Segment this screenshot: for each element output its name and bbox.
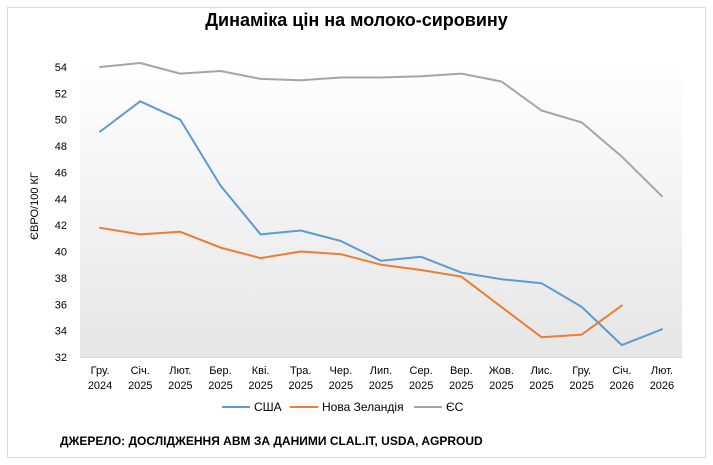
- x-tick-year: 2025: [369, 380, 393, 392]
- y-tick-label: 38: [55, 273, 67, 285]
- x-tick-month: Лип.: [370, 365, 392, 377]
- x-tick-year: 2024: [88, 380, 112, 392]
- legend: США Нова Зеландія ЄС: [222, 400, 464, 414]
- x-tick-label: Лис. 2025: [529, 365, 553, 392]
- x-tick-month: Жов.: [489, 365, 514, 377]
- x-tick-year: 2025: [168, 380, 192, 392]
- x-tick-year: 2025: [288, 380, 312, 392]
- x-tick-month: Бер.: [209, 365, 232, 377]
- x-tick-month: Лис.: [531, 365, 553, 377]
- y-tick-label: 52: [55, 88, 67, 100]
- x-axis: Гру. 2024 Січ. 2025 Лют. 2025 Бер. 2025 Кві. 2025…: [80, 357, 682, 392]
- y-tick-label: 50: [55, 115, 67, 127]
- x-tick-month: Січ.: [131, 365, 150, 377]
- y-tick-label: 54: [55, 62, 67, 74]
- y-axis-label: ЄВРО/100 КГ: [29, 172, 41, 240]
- x-tick-year: 2025: [248, 380, 272, 392]
- x-tick-year: 2025: [409, 380, 433, 392]
- x-tick-label: Вер. 2025: [449, 365, 473, 392]
- x-tick-label: Тра. 2025: [288, 365, 312, 392]
- x-tick-year: 2025: [208, 380, 232, 392]
- y-tick-label: 32: [55, 352, 67, 364]
- series-lines: [99, 62, 663, 347]
- x-tick-label: Сер. 2025: [409, 365, 433, 392]
- x-tick-month: Лют.: [169, 365, 191, 377]
- x-tick-month: Гру.: [91, 365, 110, 377]
- x-tick-label: Лют. 2025: [168, 365, 192, 392]
- source-note: ДЖЕРЕЛО: ДОСЛІДЖЕННЯ ABM ЗА ДАНИМИ CLAL.…: [60, 434, 483, 448]
- series-line: [99, 100, 663, 347]
- x-tick-month: Вер.: [450, 365, 473, 377]
- x-tick-month: Тра.: [290, 365, 311, 377]
- x-tick-month: Лют.: [651, 365, 673, 377]
- x-tick-year: 2025: [489, 380, 513, 392]
- y-tick-label: 36: [55, 299, 67, 311]
- x-tick-month: Гру.: [572, 365, 591, 377]
- x-tick-label: Гру. 2024: [88, 365, 112, 392]
- x-tick-year: 2025: [128, 380, 152, 392]
- x-tick-year: 2025: [329, 380, 353, 392]
- y-axis: 32 34 36 38 40 42 44 46 48 50 52 54: [55, 62, 67, 364]
- x-tick-label: Гру. 2025: [569, 365, 593, 392]
- legend-label: Нова Зеландія: [322, 400, 404, 414]
- x-tick-month: Січ.: [612, 365, 631, 377]
- series-line: [99, 62, 663, 198]
- x-tick-label: Кві. 2025: [248, 365, 272, 392]
- x-tick-label: Січ. 2026: [610, 365, 634, 392]
- y-tick-label: 46: [55, 167, 67, 179]
- x-tick-label: Жов. 2025: [489, 365, 514, 392]
- y-tick-label: 44: [55, 194, 67, 206]
- x-tick-label: Січ. 2025: [128, 365, 152, 392]
- x-tick-month: Чер.: [330, 365, 353, 377]
- series-line: [99, 226, 623, 339]
- x-tick-year: 2025: [569, 380, 593, 392]
- x-tick-label: Лют. 2026: [650, 365, 674, 392]
- x-tick-year: 2025: [449, 380, 473, 392]
- x-tick-year: 2026: [650, 380, 674, 392]
- x-tick-year: 2026: [610, 380, 634, 392]
- plot-area: [80, 57, 682, 357]
- legend-label: ЄС: [446, 400, 464, 414]
- y-tick-label: 42: [55, 220, 67, 232]
- y-tick-label: 48: [55, 141, 67, 153]
- x-tick-label: Чер. 2025: [329, 365, 353, 392]
- y-tick-label: 40: [55, 247, 67, 259]
- y-tick-label: 34: [55, 326, 67, 338]
- legend-label: США: [254, 400, 282, 414]
- legend-item: Нова Зеландія: [290, 400, 404, 414]
- x-tick-label: Лип. 2025: [369, 365, 393, 392]
- x-tick-month: Сер.: [410, 365, 433, 377]
- x-tick-year: 2025: [529, 380, 553, 392]
- legend-item: ЄС: [414, 400, 464, 414]
- legend-item: США: [222, 400, 282, 414]
- x-tick-month: Кві.: [252, 365, 270, 377]
- x-tick-label: Бер. 2025: [208, 365, 232, 392]
- chart-title: Динаміка цін на молоко-сировину: [205, 10, 508, 30]
